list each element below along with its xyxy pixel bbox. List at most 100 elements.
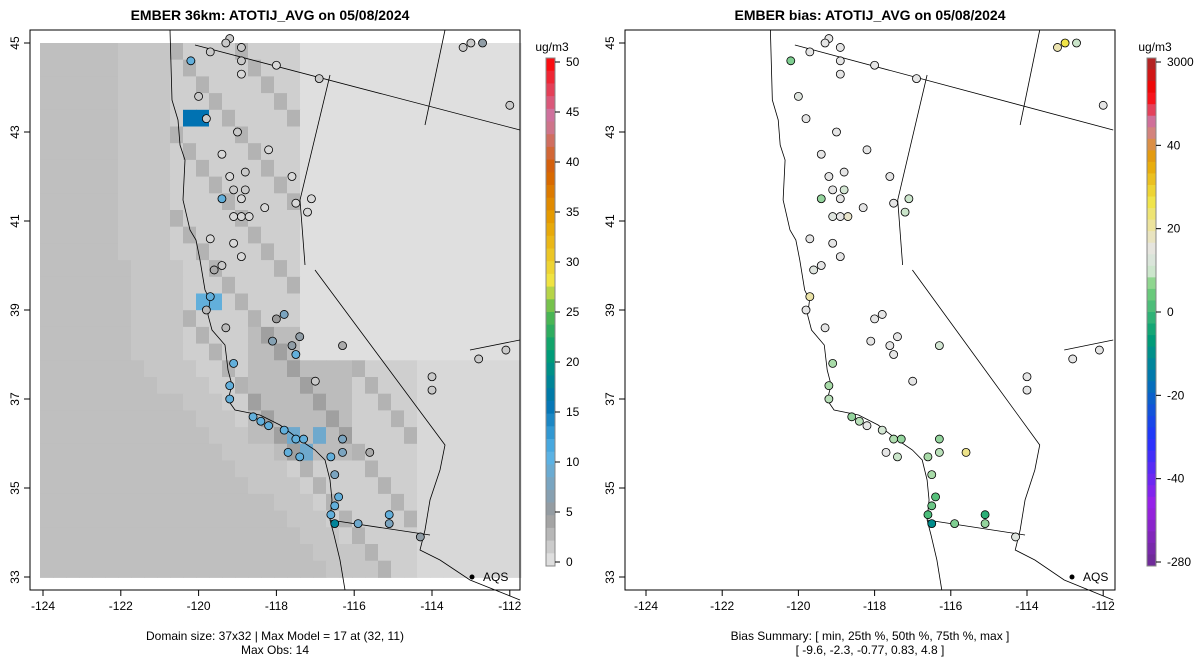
colorbar-tick-label: -20 xyxy=(1167,388,1185,402)
plot-frame xyxy=(624,29,1116,591)
grid-cell xyxy=(209,43,223,61)
grid-cell xyxy=(196,176,210,194)
grid-cell xyxy=(404,293,418,311)
grid-cell xyxy=(79,59,93,77)
station-obs-point xyxy=(260,203,270,213)
colorbar-swatch xyxy=(546,235,555,249)
colorbar-swatch xyxy=(546,197,555,211)
grid-cell xyxy=(508,377,522,395)
grid-cell xyxy=(92,343,106,361)
grid-cell xyxy=(482,410,496,428)
colorbar-swatch xyxy=(546,185,555,199)
grid-cell xyxy=(183,360,197,378)
grid-cell xyxy=(417,560,431,578)
grid-cell xyxy=(79,310,93,328)
station-bias-point xyxy=(835,56,845,66)
grid-cell xyxy=(430,126,444,144)
station-bias-point xyxy=(889,434,899,444)
grid-cell xyxy=(131,260,145,278)
station-bias-point xyxy=(896,434,906,444)
grid-cell xyxy=(443,510,457,528)
colorbar-swatch xyxy=(546,413,555,427)
y-tick-label: 35 xyxy=(603,481,617,495)
grid-cell xyxy=(495,93,509,111)
state-border xyxy=(314,269,521,601)
grid-cell xyxy=(404,126,418,144)
grid-cell xyxy=(66,176,80,194)
grid-cell xyxy=(365,226,379,244)
grid-cell xyxy=(430,427,444,445)
grid-cell xyxy=(235,326,249,345)
grid-cell xyxy=(196,43,210,61)
colorbar-swatch xyxy=(1147,485,1156,498)
colorbar-swatch xyxy=(546,58,555,72)
grid-cell xyxy=(248,293,262,311)
grid-cell xyxy=(79,76,93,94)
grid-cell xyxy=(352,109,366,127)
colorbar-swatch xyxy=(546,172,555,186)
grid-cell xyxy=(443,293,457,311)
grid-cell xyxy=(144,109,158,127)
grid-cell xyxy=(469,427,483,445)
grid-cell xyxy=(196,343,210,361)
station-bias-point xyxy=(980,519,990,528)
grid-cell xyxy=(66,159,80,178)
grid-cell xyxy=(209,59,223,77)
station-bias-point xyxy=(904,194,914,204)
grid-cell xyxy=(157,477,171,495)
station-bias-point xyxy=(912,74,921,83)
grid-cell xyxy=(391,210,405,228)
grid-cell xyxy=(274,377,288,395)
grid-cell xyxy=(391,176,405,194)
grid-cell xyxy=(105,76,119,94)
y-tick-label: 43 xyxy=(603,125,617,139)
grid-cell xyxy=(131,544,145,562)
grid-cell xyxy=(209,443,223,461)
grid-cell xyxy=(92,193,106,211)
grid-cell xyxy=(157,159,171,178)
grid-cell xyxy=(53,126,67,144)
grid-cell xyxy=(118,460,132,478)
grid-cell xyxy=(40,544,54,562)
grid-cell xyxy=(456,159,470,178)
grid-cell xyxy=(469,210,483,228)
grid-cell xyxy=(40,43,54,61)
grid-cell xyxy=(404,76,418,94)
grid-cell xyxy=(300,477,314,495)
grid-cell xyxy=(508,243,522,261)
grid-cell xyxy=(430,326,444,345)
colorbar-swatch xyxy=(546,121,555,135)
grid-cell xyxy=(105,159,119,178)
grid-cell xyxy=(196,443,210,461)
grid-cell xyxy=(235,493,249,512)
grid-cell xyxy=(222,243,236,261)
grid-cell xyxy=(40,176,54,194)
grid-cell xyxy=(287,377,301,395)
grid-cell xyxy=(183,477,197,495)
grid-cell xyxy=(287,560,301,578)
station-obs-point xyxy=(229,238,239,248)
grid-cell xyxy=(417,510,431,528)
map-boundaries xyxy=(169,29,521,601)
grid-cell xyxy=(118,59,132,77)
grid-cell xyxy=(144,159,158,178)
grid-cell xyxy=(183,393,197,411)
coastline xyxy=(769,29,943,591)
station-obs-point xyxy=(466,38,476,48)
station-bias-point xyxy=(1022,385,1032,395)
grid-cell xyxy=(92,443,106,461)
grid-cell xyxy=(352,43,366,61)
station-bias-point xyxy=(900,207,910,217)
station-bias-point xyxy=(877,425,887,435)
grid-cell xyxy=(157,544,171,562)
grid-cell xyxy=(157,460,171,478)
grid-cell xyxy=(196,276,210,294)
grid-cell xyxy=(430,159,444,178)
grid-cell xyxy=(339,93,353,111)
grid-cell xyxy=(313,93,327,111)
grid-cell xyxy=(92,310,106,328)
grid-cell xyxy=(118,260,132,278)
station-bias-point xyxy=(824,381,834,391)
obs-stations xyxy=(186,34,515,542)
grid-cell xyxy=(378,193,392,211)
